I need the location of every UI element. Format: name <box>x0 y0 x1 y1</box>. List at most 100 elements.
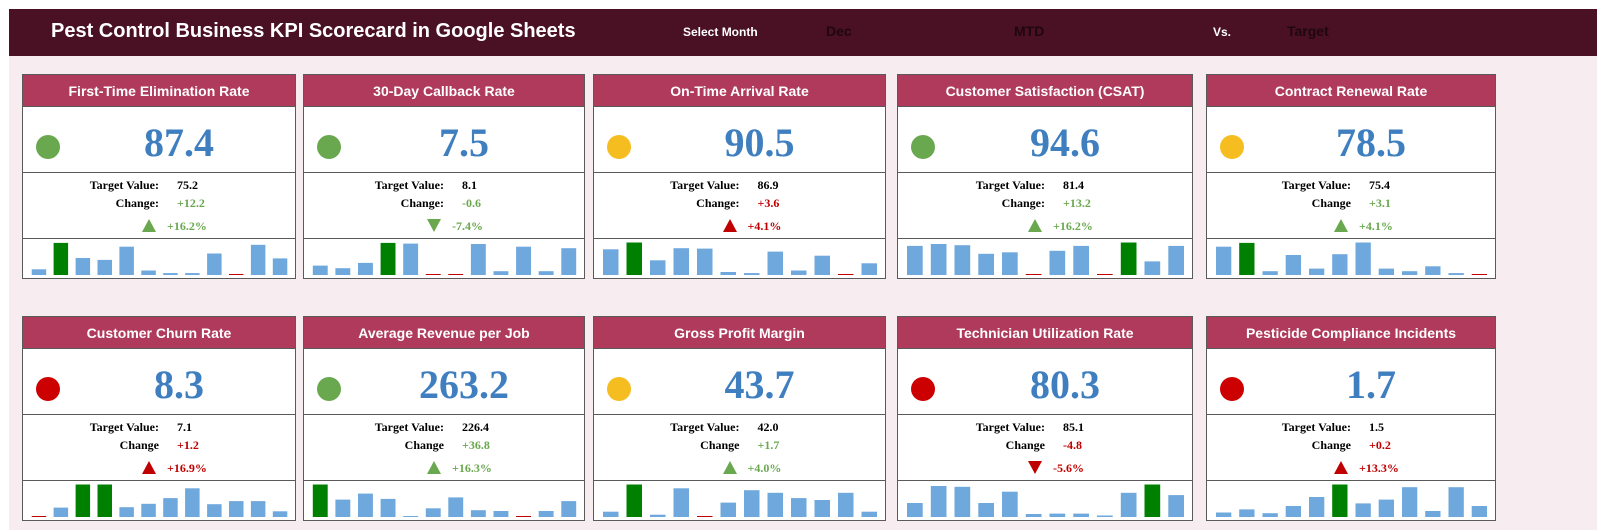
kpi-card-stats: Target Value: 86.9 Change: +3.6 +4.1% <box>594 173 885 239</box>
sparkline-bar <box>1073 513 1089 517</box>
comparison-select[interactable]: Target <box>1287 23 1329 39</box>
period-select[interactable]: MTD <box>1014 23 1045 39</box>
kpi-value: 87.4 <box>144 120 214 165</box>
sparkline-bar <box>163 273 178 275</box>
sparkline-bar <box>250 501 266 517</box>
target-value: 1.5 <box>1369 420 1384 434</box>
sparkline <box>1207 481 1495 519</box>
sparkline-bar <box>1049 513 1066 517</box>
kpi-card-stats: Target Value: 85.1 Change -4.8 -5.6% <box>898 415 1192 481</box>
select-month-label: Select Month <box>683 25 758 39</box>
sparkline <box>898 239 1192 277</box>
sparkline-bar <box>1097 515 1113 517</box>
sparkline-bar <box>272 258 288 275</box>
kpi-card: Technician Utilization Rate 80.3 Target Va… <box>897 316 1193 521</box>
sparkline-bar <box>1471 506 1487 517</box>
sparkline-bar <box>358 493 373 517</box>
change-value: +3.1 <box>1369 196 1391 210</box>
change-percent: +4.0% <box>747 461 782 475</box>
change-value: +12.2 <box>177 196 205 210</box>
sparkline-bar <box>791 270 807 275</box>
trend-up-arrow-icon <box>1334 219 1348 232</box>
change-label: Change <box>1311 196 1351 210</box>
kpi-card-title: First-Time Elimination Rate <box>23 75 295 107</box>
kpi-card: First-Time Elimination Rate 87.4 Target Va… <box>22 74 296 279</box>
sparkline-bar <box>838 492 854 517</box>
sparkline-bar <box>697 516 713 517</box>
sparkline-chart <box>1216 242 1487 275</box>
sparkline-bar <box>561 501 577 517</box>
sparkline-bar <box>1378 268 1394 275</box>
kpi-card: 30-Day Callback Rate 7.5 Target Value: 8.1 C… <box>303 74 585 279</box>
sparkline-bar <box>403 243 419 275</box>
target-label: Target Value: <box>1281 420 1351 434</box>
sparkline-bar <box>1471 274 1487 275</box>
target-value: 86.9 <box>757 178 779 192</box>
trend-up-arrow-icon <box>722 461 737 474</box>
change-value: +13.2 <box>1063 196 1091 210</box>
sparkline-bar <box>163 498 178 517</box>
sparkline-bar <box>626 484 642 517</box>
status-dot-icon <box>1220 135 1244 159</box>
sparkline-chart <box>907 484 1184 517</box>
sparkline-bar <box>185 488 200 517</box>
status-dot-icon <box>317 377 341 401</box>
status-dot-icon <box>911 377 935 401</box>
trend-up-arrow-icon <box>142 219 156 232</box>
sparkline-bar <box>673 248 689 275</box>
sparkline-bar <box>1216 512 1232 517</box>
kpi-card: Contract Renewal Rate 78.5 Target Value: 75… <box>1206 74 1496 279</box>
kpi-card-stats: Target Value: 7.1 Change +1.2 +16.9% <box>23 415 295 481</box>
kpi-card-title: Technician Utilization Rate <box>898 317 1192 349</box>
sparkline-bar <box>561 248 577 275</box>
kpi-card-title: Pesticide Compliance Incidents <box>1207 317 1495 349</box>
sparkline-bar <box>673 488 689 517</box>
vs-label: Vs. <box>1213 25 1232 39</box>
change-value: -0.6 <box>462 196 481 210</box>
sparkline-bar <box>516 246 531 275</box>
sparkline-bar <box>141 270 156 275</box>
sparkline-bar <box>229 501 244 517</box>
sparkline-bar <box>538 511 554 517</box>
sparkline-bar <box>1168 495 1184 517</box>
header-bar: Pest Control Business KPI Scorecard in G… <box>9 9 1597 56</box>
sparkline-bar <box>1144 484 1161 517</box>
sparkline-bar <box>907 245 923 275</box>
sparkline-bar <box>185 273 200 275</box>
target-label: Target Value: <box>1281 178 1351 192</box>
sparkline-bar <box>744 490 760 517</box>
page-title: Pest Control Business KPI Scorecard in G… <box>51 20 576 42</box>
status-dot-icon <box>607 135 631 159</box>
sparkline-bar <box>1448 273 1464 275</box>
sparkline-bar <box>1073 245 1089 275</box>
sparkline-bar <box>335 499 351 517</box>
sparkline-bar <box>1049 250 1066 275</box>
sparkline-bar <box>907 503 923 517</box>
sparkline-bar <box>1425 266 1441 275</box>
sparkline <box>594 239 885 277</box>
sparkline-bar <box>791 498 807 517</box>
trend-down-arrow-icon <box>427 219 441 232</box>
kpi-card-stats: Target Value: 75.2 Change: +12.2 +16.2% <box>23 173 295 239</box>
target-value: 75.2 <box>177 178 198 192</box>
change-value: +1.7 <box>757 438 780 452</box>
month-select[interactable]: Dec <box>826 23 852 39</box>
sparkline-bar <box>1239 509 1255 517</box>
change-label: Change <box>1311 438 1351 452</box>
change-label: Change: <box>1001 196 1045 210</box>
sparkline-bar <box>1025 274 1042 275</box>
sparkline-bar <box>53 242 69 275</box>
sparkline-bar <box>1002 491 1018 517</box>
sparkline-bar <box>1425 511 1441 517</box>
sparkline <box>594 481 885 519</box>
sparkline-bar <box>1144 261 1161 275</box>
kpi-card-main: 263.2 <box>304 349 584 415</box>
status-dot-icon <box>607 377 631 401</box>
sparkline-bar <box>1002 252 1018 275</box>
status-dot-icon <box>317 135 341 159</box>
target-label: Target Value: <box>670 178 740 192</box>
sparkline-bar <box>1402 271 1418 275</box>
change-value: -4.8 <box>1063 438 1082 452</box>
target-label: Target Value: <box>374 178 444 192</box>
sparkline-bar <box>814 500 830 517</box>
